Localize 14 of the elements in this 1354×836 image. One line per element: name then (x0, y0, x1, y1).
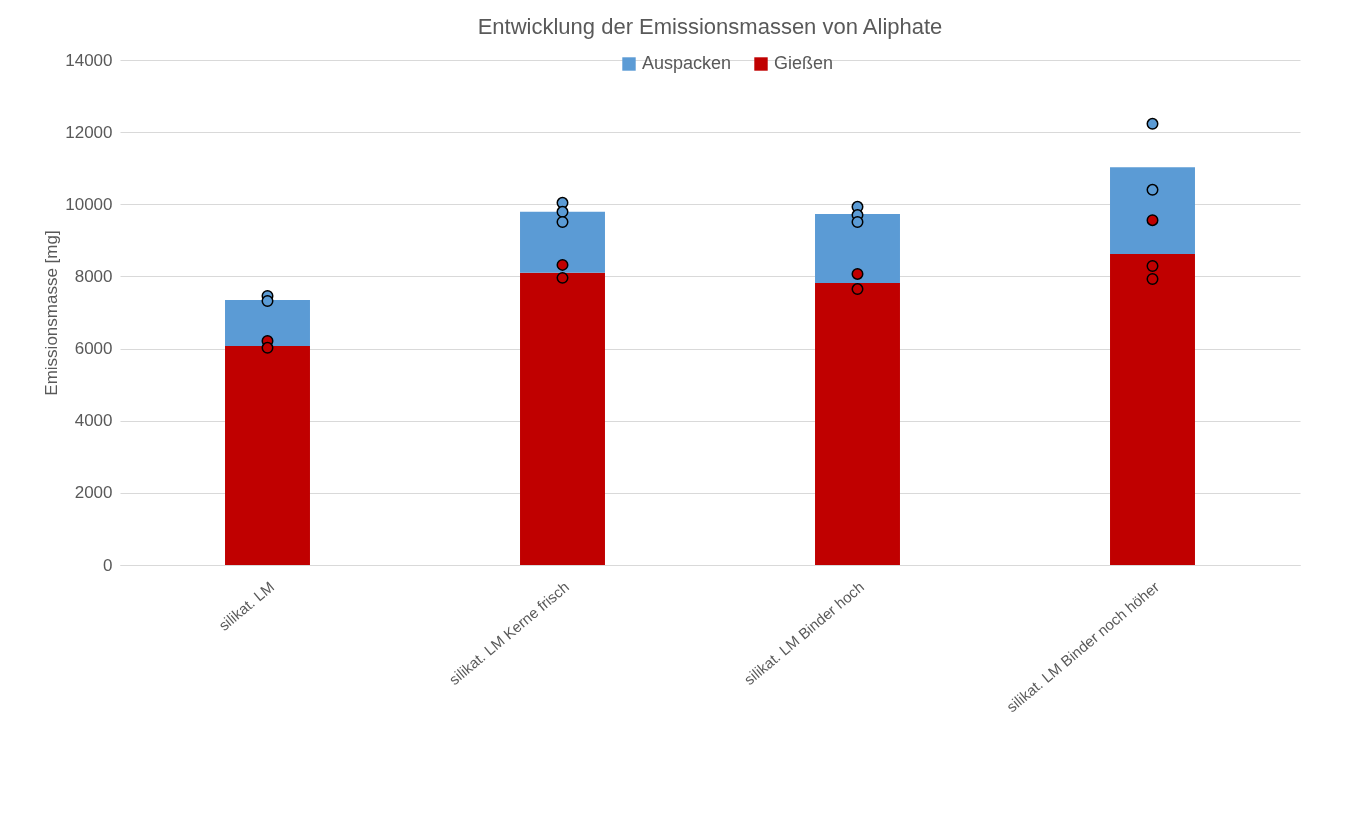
bar (1110, 254, 1195, 565)
y-tick-label: 12000 (65, 122, 113, 142)
y-axis-title: Emissionsmasse [mg] (42, 230, 62, 396)
y-tick-label: 10000 (65, 194, 113, 214)
chart-title: Entwicklung der Emissionsmassen von Aliphate (477, 14, 943, 39)
bar (1110, 167, 1195, 255)
y-tick-label: 8000 (74, 266, 113, 286)
legend-label: Auspacken (642, 53, 732, 73)
legend-label: Gießen (774, 53, 834, 73)
y-tick-label: 0 (103, 555, 113, 575)
y-tick-label: 2000 (74, 483, 113, 503)
y-tick-label: 6000 (74, 339, 113, 359)
y-tick-label: 14000 (65, 50, 113, 70)
y-tick-label: 4000 (74, 411, 113, 431)
